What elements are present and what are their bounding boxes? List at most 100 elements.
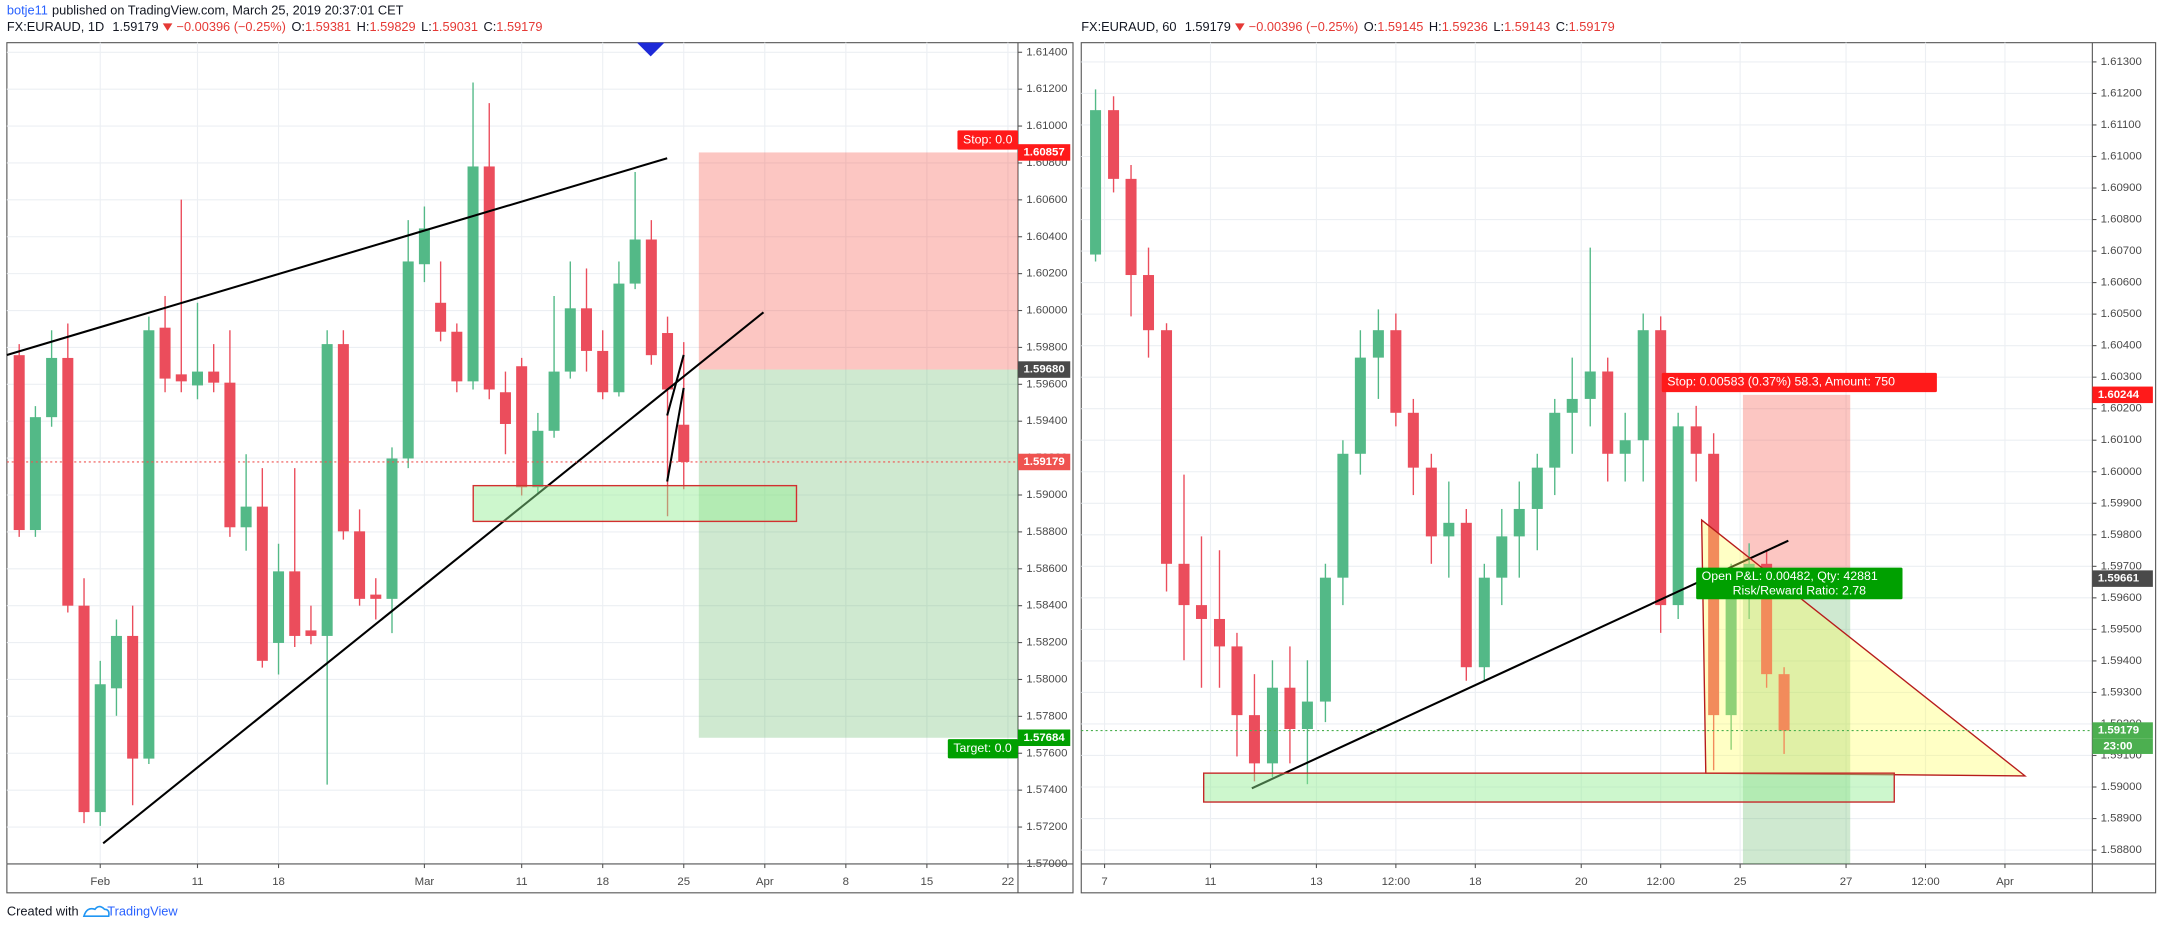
candle-body	[564, 308, 576, 372]
y-tick-label: 1.59500	[2101, 623, 2142, 635]
y-tick-label: 1.58800	[2101, 844, 2142, 856]
y-tick-label: 1.61300	[2101, 56, 2142, 68]
y-tick-label: 1.61200	[1026, 83, 1067, 95]
panel-frame	[6, 42, 1074, 894]
candle-body	[1108, 110, 1120, 179]
x-tick-label: 18	[272, 876, 285, 888]
target-price-tag: 1.57684	[1023, 732, 1065, 744]
footer: Created with TradingView	[7, 903, 179, 918]
y-tick-label: 1.58600	[1026, 563, 1067, 575]
symbol: FX:EURAUD, 1D	[7, 19, 104, 34]
support-zone	[472, 484, 798, 523]
candle-body	[1761, 563, 1773, 675]
y-tick-label: 1.58200	[1026, 637, 1067, 649]
y-tick-label: 1.60300	[2101, 371, 2142, 383]
candle-body	[1248, 715, 1260, 764]
ohlc-value: 1.59179	[496, 19, 542, 34]
header: botje11 published on TradingView.com, Mar…	[7, 2, 1615, 34]
candle-body	[402, 261, 414, 459]
ohlc-label: O:	[1364, 19, 1378, 34]
candle-body	[289, 571, 301, 636]
candle-body	[1425, 467, 1437, 537]
candle-body	[62, 357, 74, 606]
candle-body	[548, 371, 560, 431]
target-price-tag-bg	[1017, 729, 1071, 747]
change: −0.00396 (−0.25%)	[177, 19, 286, 34]
y-tick-label: 1.58400	[1026, 600, 1067, 612]
y-tick-label: 1.60100	[2101, 434, 2142, 446]
candle-body	[662, 333, 674, 390]
last-price: 1.59179	[1185, 19, 1231, 34]
y-tick-label: 1.59400	[2101, 655, 2142, 667]
down-arrow-icon	[162, 23, 173, 31]
candle-body	[78, 605, 90, 813]
y-tick-label: 1.61200	[2101, 87, 2142, 99]
drawings	[6, 42, 798, 845]
overlays: Stop: 0.00583 (0.37%) 58.3, Amount: 750 O…	[1081, 372, 2153, 754]
candle-body	[1513, 508, 1525, 537]
y-tick-label: 1.61000	[1026, 120, 1067, 132]
y-tick-label: 1.59600	[2101, 592, 2142, 604]
y-tick-label: 1.60800	[2101, 214, 2142, 226]
ohlc-label: O:	[291, 19, 305, 34]
candle-body	[629, 239, 641, 284]
y-tick-label: 1.59000	[2101, 781, 2142, 793]
candle-body	[1301, 701, 1313, 730]
y-tick-label: 1.60000	[2101, 466, 2142, 478]
candle-body	[46, 357, 58, 418]
ohlc-value: 1.59829	[369, 19, 415, 34]
pnl-label-bg	[1696, 567, 1903, 600]
target-label-bg	[947, 739, 1018, 759]
last-price-tag: 1.59179	[2098, 725, 2139, 737]
x-tick-label: 20	[1575, 876, 1588, 888]
candle-body	[1231, 646, 1243, 716]
ohlc-value: 1.59179	[1569, 19, 1615, 34]
x-tick-label: 12:00	[1911, 876, 1940, 888]
x-tick-label: Mar	[415, 876, 435, 888]
candle-body	[1125, 178, 1137, 276]
position-tool	[1742, 394, 1851, 864]
candle-body	[1655, 330, 1667, 606]
y-tick-label: 1.59700	[2101, 560, 2142, 572]
candle-body	[1778, 674, 1790, 731]
candle-body	[1337, 453, 1349, 578]
y-tick-label: 1.60200	[2101, 403, 2142, 415]
last-price-tag-bg	[1017, 453, 1071, 471]
x-tick-label: 25	[1734, 876, 1747, 888]
x-tick-label: 7	[1101, 876, 1107, 888]
x-tick-label: 11	[516, 876, 528, 888]
candle-body	[110, 635, 122, 689]
y-tick-label: 1.59400	[1026, 415, 1067, 427]
target-zone	[698, 369, 1018, 738]
candle-body	[1637, 330, 1649, 441]
ohlc-label: C:	[1556, 19, 1569, 34]
y-tick-label: 1.57200	[1026, 821, 1067, 833]
candle-body	[305, 630, 317, 636]
candle-body	[127, 635, 139, 759]
candle-body	[1566, 398, 1578, 413]
x-tick-label: 8	[843, 876, 849, 888]
candle-body	[1672, 426, 1684, 606]
candle-body	[1284, 687, 1296, 730]
footer-text: Created with	[7, 903, 79, 918]
candle-body	[1213, 618, 1225, 647]
candle-body	[678, 424, 690, 462]
x-tick-label: Apr	[756, 876, 774, 888]
candle-body	[29, 417, 41, 531]
x-tick-label: 27	[1840, 876, 1853, 888]
candle-body	[208, 371, 220, 383]
trend-line	[666, 387, 685, 482]
y-tick-label: 1.57600	[1026, 747, 1067, 759]
trend-line	[666, 354, 685, 416]
x-tick-label: 22	[1002, 876, 1015, 888]
target-zone	[1742, 578, 1851, 864]
x-tick-label: 18	[596, 876, 609, 888]
candle-body	[1407, 412, 1419, 468]
candle-body	[1531, 467, 1543, 509]
trend-line	[6, 157, 668, 356]
candle-body	[175, 374, 187, 382]
author: botje11	[7, 2, 48, 17]
last-price-tag-bg	[2092, 722, 2153, 739]
